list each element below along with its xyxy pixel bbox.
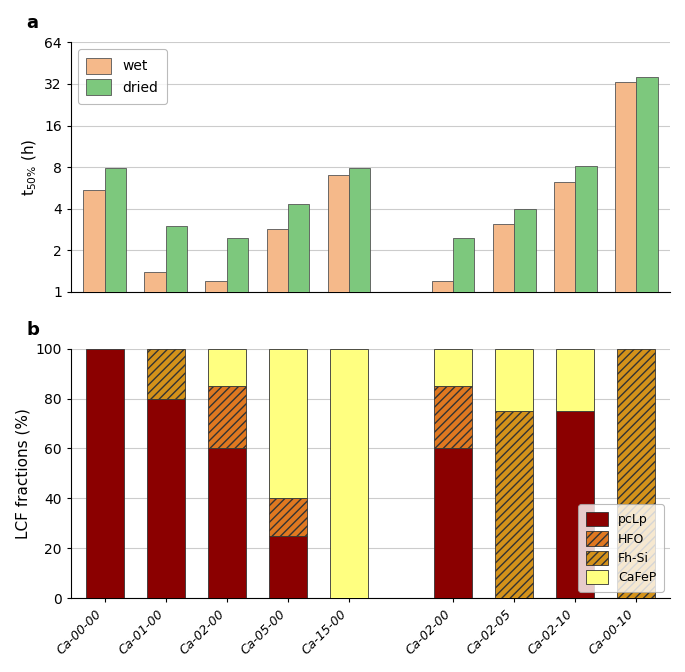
Legend: pcLp, HFO, Fh-Si, CaFeP: pcLp, HFO, Fh-Si, CaFeP bbox=[578, 504, 664, 592]
Bar bbox=[432, 281, 453, 672]
Bar bbox=[434, 448, 472, 598]
Bar bbox=[206, 281, 227, 672]
Bar bbox=[556, 411, 594, 598]
Bar bbox=[227, 238, 248, 672]
Bar bbox=[617, 349, 656, 598]
Bar bbox=[434, 386, 472, 448]
Bar bbox=[575, 167, 597, 672]
Bar bbox=[269, 536, 307, 598]
Bar bbox=[166, 226, 187, 672]
Bar bbox=[327, 175, 349, 672]
Bar bbox=[349, 168, 371, 672]
Bar bbox=[514, 209, 536, 672]
Bar bbox=[269, 499, 307, 536]
Bar bbox=[495, 349, 533, 411]
Bar bbox=[434, 349, 472, 386]
Bar bbox=[493, 224, 514, 672]
Bar bbox=[554, 183, 575, 672]
Bar bbox=[208, 448, 246, 598]
Bar bbox=[208, 349, 246, 386]
Bar bbox=[330, 349, 368, 598]
Bar bbox=[453, 238, 475, 672]
Bar bbox=[83, 190, 105, 672]
Bar bbox=[495, 411, 533, 598]
Bar bbox=[615, 82, 636, 672]
Bar bbox=[288, 204, 310, 672]
Bar bbox=[269, 349, 307, 499]
Bar bbox=[208, 386, 246, 448]
Bar bbox=[147, 398, 185, 598]
Bar bbox=[105, 168, 126, 672]
Bar bbox=[266, 229, 288, 672]
Bar bbox=[556, 349, 594, 411]
Bar bbox=[86, 349, 123, 598]
Y-axis label: LCF fractions (%): LCF fractions (%) bbox=[15, 408, 30, 539]
Bar bbox=[636, 77, 658, 672]
Bar bbox=[145, 271, 166, 672]
Text: a: a bbox=[26, 14, 38, 32]
Text: b: b bbox=[26, 321, 39, 339]
Bar bbox=[147, 349, 185, 398]
Legend: wet, dried: wet, dried bbox=[78, 49, 166, 103]
Y-axis label: t$_{50\%}$ (h): t$_{50\%}$ (h) bbox=[21, 138, 38, 196]
